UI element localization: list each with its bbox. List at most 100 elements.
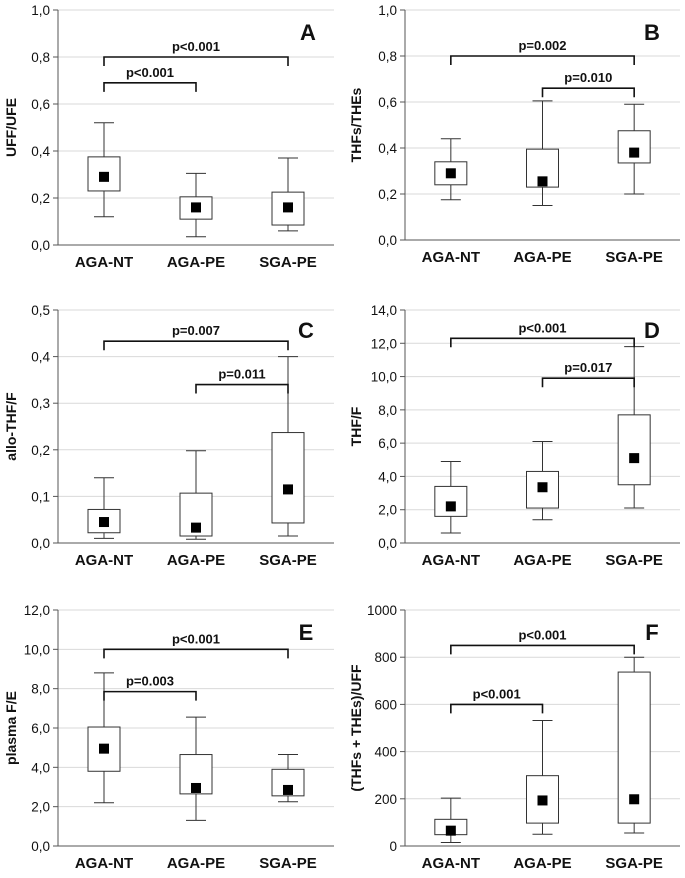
y-tick-label: 10,0 bbox=[24, 642, 50, 657]
bracket-line bbox=[450, 703, 544, 714]
p-value-label: p<0.001 bbox=[126, 65, 174, 80]
significance-bracket: p<0.001 bbox=[103, 39, 289, 66]
y-tick-label: 4,0 bbox=[378, 469, 397, 484]
box-sga-pe bbox=[271, 754, 305, 803]
x-category-label: AGA-NT bbox=[75, 552, 133, 569]
y-tick-label: 1,0 bbox=[378, 3, 397, 18]
y-tick-label: 0,8 bbox=[378, 49, 397, 64]
y-tick-label: 400 bbox=[374, 745, 397, 760]
box-aga-nt bbox=[87, 122, 121, 218]
mean-marker bbox=[99, 171, 109, 182]
p-value-label: p<0.001 bbox=[172, 39, 220, 54]
x-category-label: AGA-PE bbox=[167, 254, 225, 271]
y-tick-label: 0,0 bbox=[31, 839, 50, 854]
y-tick-label: 2,0 bbox=[378, 503, 397, 518]
bracket-line bbox=[103, 340, 289, 351]
box-sga-pe bbox=[617, 656, 651, 834]
significance-bracket: p=0.002 bbox=[450, 38, 635, 65]
y-tick-label: 0,3 bbox=[31, 396, 50, 411]
box-aga-nt bbox=[434, 138, 468, 201]
x-category-label: AGA-PE bbox=[513, 552, 571, 569]
bracket-line bbox=[450, 55, 635, 65]
x-category-label: AGA-PE bbox=[167, 855, 225, 872]
box-sga-pe bbox=[617, 346, 651, 509]
y-tick-label: 0,5 bbox=[31, 303, 50, 318]
y-tick-label: 0,0 bbox=[31, 536, 50, 551]
y-tick-label: 0,6 bbox=[31, 97, 50, 112]
box-aga-pe bbox=[526, 719, 559, 835]
y-tick-label: 0,2 bbox=[31, 191, 50, 206]
panel-letter: D bbox=[644, 318, 660, 343]
box-aga-pe bbox=[179, 450, 213, 540]
p-value-label: p=0.007 bbox=[172, 323, 220, 338]
mean-marker bbox=[629, 453, 640, 464]
mean-marker bbox=[537, 482, 548, 493]
y-tick-label: 0,0 bbox=[31, 238, 50, 253]
significance-bracket: p<0.001 bbox=[103, 65, 197, 92]
mean-marker bbox=[283, 202, 293, 213]
x-category-label: SGA-PE bbox=[259, 855, 317, 872]
p-value-label: p=0.011 bbox=[218, 367, 265, 382]
x-category-label: AGA-NT bbox=[422, 552, 480, 569]
bracket-line bbox=[103, 690, 197, 701]
panel-letter: B bbox=[644, 20, 660, 45]
box-sga-pe bbox=[271, 157, 305, 232]
x-category-label: AGA-NT bbox=[75, 254, 133, 271]
significance-bracket: p=0.003 bbox=[103, 674, 197, 701]
y-axis-label: allo-THF/F bbox=[3, 392, 19, 461]
y-tick-label: 6,0 bbox=[378, 436, 397, 451]
mean-marker bbox=[629, 147, 640, 158]
y-tick-label: 0,2 bbox=[31, 443, 50, 458]
x-category-label: SGA-PE bbox=[605, 552, 663, 569]
x-category-label: AGA-NT bbox=[422, 249, 480, 266]
y-tick-label: 0,4 bbox=[31, 350, 50, 365]
panel-a: 0,0 0,2 0,4 0,6 0,8 1,0 UFF/UFE A AGA-NT AGA-PE SG… bbox=[3, 3, 334, 271]
y-tick-label: 0,4 bbox=[31, 144, 50, 159]
x-category-label: SGA-PE bbox=[259, 552, 317, 569]
bracket-line bbox=[541, 377, 635, 388]
box-aga-pe bbox=[179, 716, 213, 821]
box-sga-pe bbox=[271, 356, 305, 537]
y-tick-label: 2,0 bbox=[31, 800, 50, 815]
mean-marker bbox=[191, 782, 201, 793]
y-tick-label: 0,0 bbox=[378, 233, 397, 248]
panel-e: 0,0 2,0 4,0 6,0 8,0 10,0 12,0 plasma F/E E AGA-NT… bbox=[3, 603, 334, 872]
x-category-label: SGA-PE bbox=[605, 855, 663, 872]
mean-marker bbox=[537, 795, 548, 806]
y-axis-label: UFF/UFE bbox=[3, 98, 19, 157]
box-aga-pe bbox=[526, 440, 559, 521]
p-value-label: p<0.001 bbox=[473, 686, 521, 701]
p-value-label: p<0.001 bbox=[172, 631, 220, 646]
y-axis-label: THF/F bbox=[348, 406, 364, 446]
y-tick-label: 0,4 bbox=[378, 141, 397, 156]
mean-marker bbox=[99, 517, 109, 528]
iqr-box bbox=[617, 414, 651, 486]
x-category-label: SGA-PE bbox=[605, 249, 663, 266]
significance-bracket: p=0.007 bbox=[103, 323, 289, 351]
mean-marker bbox=[191, 522, 201, 533]
significance-bracket: p=0.011 bbox=[195, 367, 289, 394]
p-value-label: p<0.001 bbox=[518, 627, 566, 642]
y-tick-label: 10,0 bbox=[371, 370, 397, 385]
mean-marker bbox=[445, 501, 456, 512]
y-tick-label: 600 bbox=[374, 697, 397, 712]
y-tick-label: 12,0 bbox=[371, 336, 397, 351]
y-axis-label: (THFs + THEs)/UFF bbox=[348, 664, 364, 792]
y-axis-label: plasma F/E bbox=[3, 691, 19, 765]
box-aga-nt bbox=[434, 460, 468, 534]
y-tick-label: 12,0 bbox=[24, 603, 50, 618]
bracket-line bbox=[103, 56, 289, 66]
bracket-line bbox=[450, 337, 635, 348]
panel-letter: E bbox=[299, 620, 314, 645]
y-tick-label: 1,0 bbox=[31, 3, 50, 18]
significance-bracket: p<0.001 bbox=[450, 320, 635, 348]
mean-marker bbox=[283, 484, 293, 495]
box-aga-pe bbox=[179, 172, 213, 238]
mean-marker bbox=[445, 825, 456, 836]
bracket-line bbox=[541, 87, 635, 98]
mean-marker bbox=[629, 794, 640, 805]
panel-b: 0,0 0,2 0,4 0,6 0,8 1,0 THFs/THEs B AGA-NT AGA-PE… bbox=[348, 3, 680, 266]
y-tick-label: 800 bbox=[374, 650, 397, 665]
bracket-line bbox=[450, 644, 635, 655]
